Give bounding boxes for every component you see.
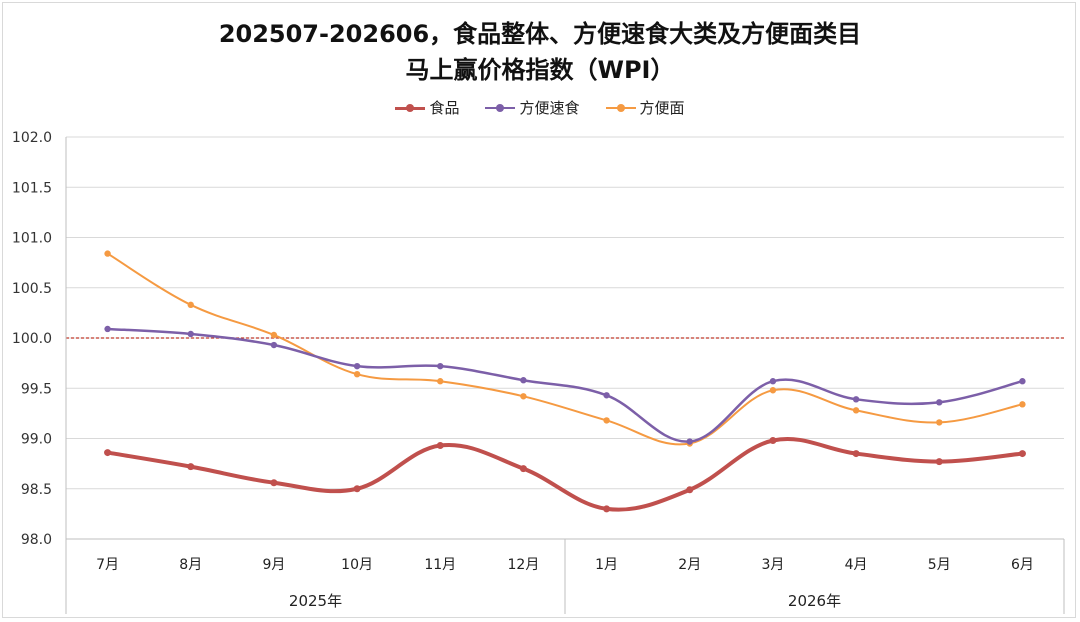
- x-tick-label: 12月: [508, 557, 540, 573]
- data-point-instant-noodles: [270, 331, 278, 339]
- x-tick-label: 4月: [845, 557, 868, 573]
- data-point-food: [935, 458, 943, 466]
- y-tick-label: 99.5: [21, 381, 52, 397]
- data-point-convenience-food: [104, 325, 111, 333]
- chart-legend: 食品 方便速食 方便面: [0, 97, 1080, 118]
- data-point-food: [519, 465, 527, 473]
- y-tick-label: 101.0: [12, 231, 52, 247]
- series-line-instant-noodles: [106, 252, 1024, 446]
- data-point-food: [852, 450, 860, 458]
- chart-title-line2: 马上赢价格指数（WPI）: [405, 56, 675, 84]
- data-point-convenience-food: [353, 362, 361, 370]
- data-point-instant-noodles: [603, 417, 610, 424]
- y-tick-label: 100.5: [12, 281, 52, 297]
- data-point-instant-noodles: [852, 407, 860, 414]
- chart-title-line1: 202507-202606，食品整体、方便速食大类及方便面类目: [218, 20, 862, 48]
- y-tick-label: 98.5: [21, 482, 52, 498]
- legend-swatch-food: [395, 103, 426, 113]
- data-point-instant-noodles: [353, 370, 361, 378]
- series-line-food: [105, 437, 1025, 512]
- data-point-convenience-food: [603, 392, 610, 399]
- y-tick-label: 98.0: [21, 532, 52, 548]
- x-tick-label: 8月: [179, 557, 202, 573]
- x-group-label: 2026年: [788, 592, 841, 610]
- data-point-instant-noodles: [187, 301, 194, 309]
- data-point-food: [603, 505, 611, 513]
- data-point-instant-noodles: [437, 378, 444, 385]
- y-tick-label: 101.5: [12, 180, 52, 196]
- data-point-convenience-food: [520, 377, 527, 384]
- data-point-food: [1018, 450, 1026, 458]
- data-point-convenience-food: [852, 396, 860, 403]
- x-tick-label: 5月: [928, 557, 951, 573]
- y-tick-label: 99.0: [21, 432, 52, 448]
- data-point-food: [436, 442, 444, 450]
- x-tick-label: 2月: [678, 557, 701, 573]
- legend-item-food: 食品: [395, 97, 459, 118]
- data-point-convenience-food: [1019, 378, 1026, 385]
- data-point-convenience-food: [936, 399, 943, 406]
- x-tick-label: 3月: [761, 557, 784, 573]
- data-point-convenience-food: [270, 341, 278, 349]
- x-tick-label: 10月: [341, 557, 373, 573]
- legend-item-instant-noodles: 方便面: [605, 97, 685, 118]
- legend-item-convenience-food: 方便速食: [485, 97, 580, 118]
- legend-label-instant-noodles: 方便面: [639, 99, 685, 117]
- data-point-food: [686, 486, 694, 494]
- y-tick-label: 102.0: [12, 130, 52, 146]
- x-tick-label: 6月: [1011, 557, 1034, 573]
- data-point-convenience-food: [769, 378, 777, 385]
- data-point-food: [353, 485, 361, 493]
- x-tick-label: 1月: [595, 557, 618, 573]
- data-point-instant-noodles: [769, 387, 777, 394]
- data-point-convenience-food: [686, 438, 693, 445]
- legend-swatch-instant-noodles: [605, 103, 636, 113]
- x-tick-label: 9月: [262, 557, 285, 573]
- legend-label-convenience-food: 方便速食: [519, 99, 580, 117]
- data-point-convenience-food: [187, 330, 194, 338]
- data-point-instant-noodles: [936, 419, 943, 426]
- data-point-instant-noodles: [520, 393, 527, 400]
- data-point-convenience-food: [437, 362, 444, 370]
- series-line-convenience-food: [106, 327, 1024, 443]
- x-tick-label: 11月: [424, 557, 456, 573]
- data-point-food: [270, 479, 278, 487]
- data-point-food: [187, 463, 195, 471]
- data-point-instant-noodles: [1019, 401, 1026, 408]
- y-tick-label: 100.0: [12, 331, 52, 347]
- legend-label-food: 食品: [429, 99, 460, 117]
- x-tick-label: 7月: [96, 557, 119, 573]
- legend-swatch-convenience-food: [485, 103, 516, 113]
- data-point-instant-noodles: [104, 250, 111, 257]
- data-point-food: [769, 437, 777, 445]
- x-group-label: 2025年: [289, 592, 342, 610]
- data-point-food: [104, 449, 112, 457]
